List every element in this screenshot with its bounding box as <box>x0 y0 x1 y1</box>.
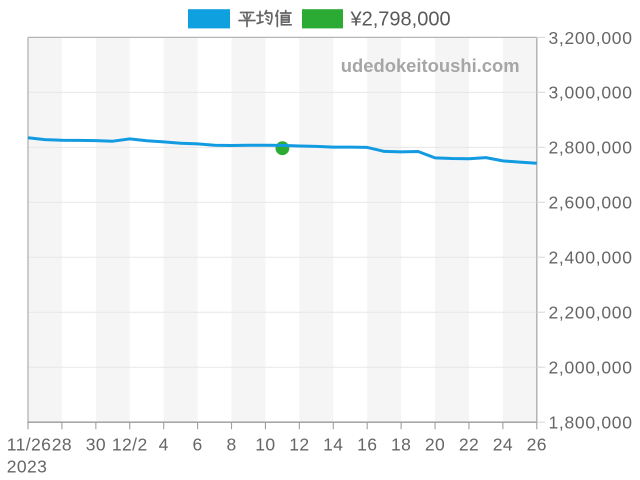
svg-text:3,200,000: 3,200,000 <box>549 28 633 48</box>
svg-text:16: 16 <box>357 434 377 454</box>
svg-text:2023: 2023 <box>7 457 48 477</box>
svg-text:8: 8 <box>226 434 236 454</box>
svg-text:¥2,798,000: ¥2,798,000 <box>350 9 451 31</box>
svg-text:28: 28 <box>52 434 72 454</box>
svg-text:6: 6 <box>193 434 203 454</box>
svg-text:1,800,000: 1,800,000 <box>549 413 633 433</box>
svg-text:20: 20 <box>425 434 445 454</box>
svg-text:14: 14 <box>323 434 343 454</box>
svg-text:2,600,000: 2,600,000 <box>549 193 633 213</box>
svg-text:12/2: 12/2 <box>112 434 148 454</box>
svg-text:24: 24 <box>493 434 513 454</box>
svg-text:3,000,000: 3,000,000 <box>549 83 633 103</box>
svg-text:30: 30 <box>86 434 106 454</box>
svg-text:11/26: 11/26 <box>7 434 52 454</box>
svg-text:4: 4 <box>159 434 169 454</box>
svg-text:18: 18 <box>391 434 411 454</box>
svg-text:2,200,000: 2,200,000 <box>549 303 633 323</box>
svg-text:22: 22 <box>459 434 479 454</box>
svg-text:2,800,000: 2,800,000 <box>549 138 633 158</box>
svg-text:udedokeitoushi.com: udedokeitoushi.com <box>341 55 520 76</box>
svg-text:2,000,000: 2,000,000 <box>549 358 633 378</box>
svg-text:26: 26 <box>527 434 547 454</box>
svg-text:12: 12 <box>289 434 309 454</box>
svg-text:10: 10 <box>255 434 275 454</box>
svg-text:2,400,000: 2,400,000 <box>549 248 633 268</box>
